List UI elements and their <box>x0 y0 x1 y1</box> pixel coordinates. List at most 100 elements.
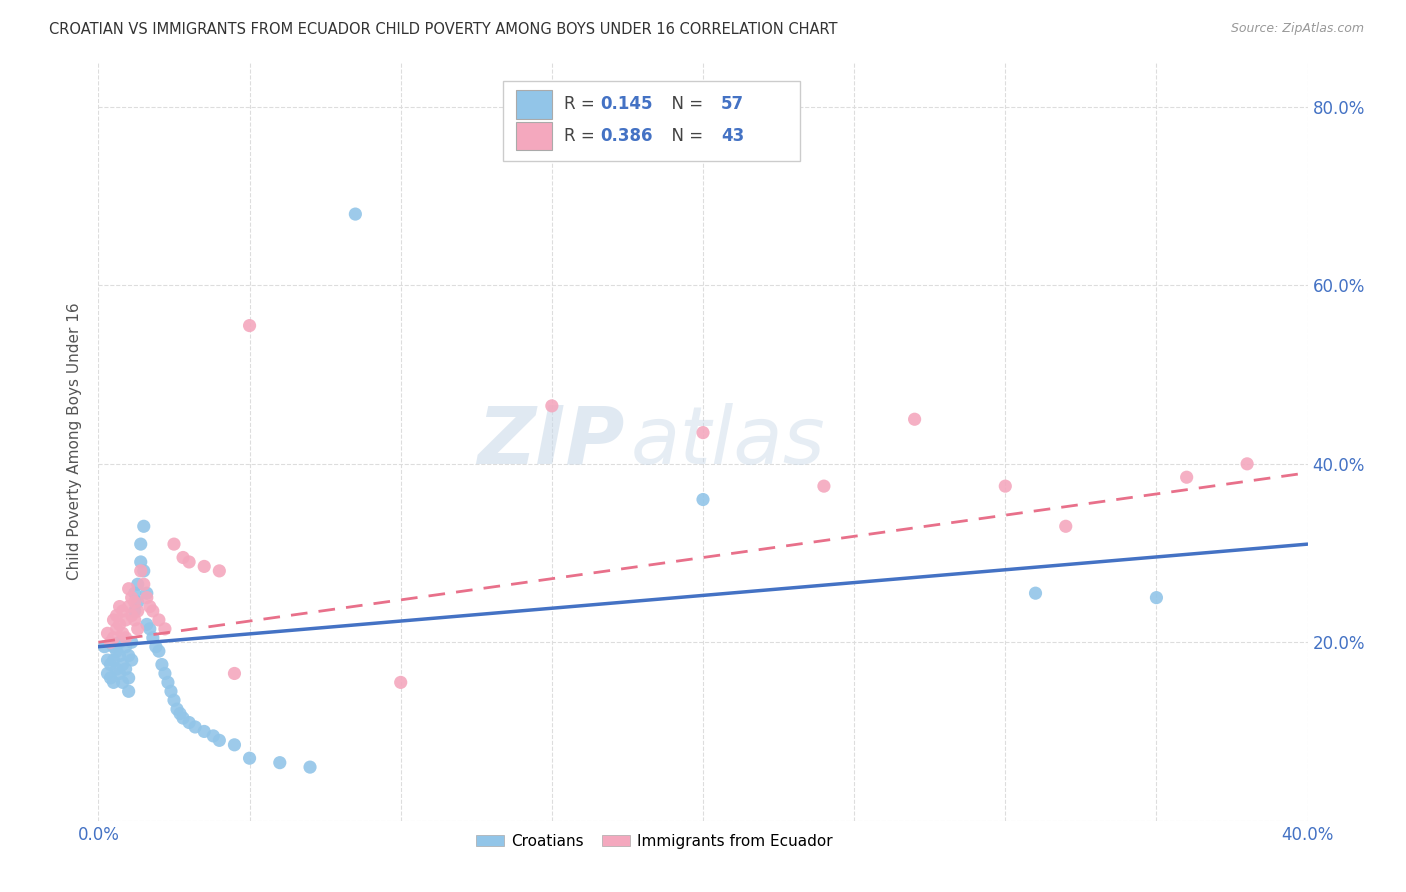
Point <box>1175 470 1198 484</box>
Point <box>118 582 141 596</box>
Point <box>1236 457 1258 471</box>
FancyBboxPatch shape <box>516 90 551 119</box>
Text: ZIP: ZIP <box>477 402 624 481</box>
Point <box>160 684 183 698</box>
Point <box>114 613 136 627</box>
Text: Source: ZipAtlas.com: Source: ZipAtlas.com <box>1230 22 1364 36</box>
Point <box>127 577 149 591</box>
Point <box>344 207 367 221</box>
Point <box>163 537 186 551</box>
Point <box>124 604 146 618</box>
Point <box>108 648 131 663</box>
Point <box>1144 591 1167 605</box>
Point <box>239 751 262 765</box>
Text: atlas: atlas <box>630 402 825 481</box>
Point <box>163 693 186 707</box>
Point <box>118 684 141 698</box>
Point <box>108 617 131 632</box>
Text: 43: 43 <box>721 127 744 145</box>
Point <box>692 492 714 507</box>
Point <box>135 586 157 600</box>
Point <box>193 559 215 574</box>
Point <box>148 613 170 627</box>
Point <box>105 662 128 676</box>
Point <box>118 648 141 663</box>
Point <box>127 622 149 636</box>
Point <box>179 715 201 730</box>
Point <box>105 608 128 623</box>
Point <box>124 586 146 600</box>
Point <box>121 653 143 667</box>
Legend: Croatians, Immigrants from Ecuador: Croatians, Immigrants from Ecuador <box>470 828 839 855</box>
Point <box>121 608 143 623</box>
Point <box>202 729 225 743</box>
Point <box>127 604 149 618</box>
Point <box>132 577 155 591</box>
Point <box>132 564 155 578</box>
Point <box>169 706 191 721</box>
Point <box>208 733 231 747</box>
Point <box>193 724 215 739</box>
Point <box>124 595 146 609</box>
Point <box>145 640 167 654</box>
Point <box>103 613 125 627</box>
Point <box>139 599 162 614</box>
Text: CROATIAN VS IMMIGRANTS FROM ECUADOR CHILD POVERTY AMONG BOYS UNDER 16 CORRELATIO: CROATIAN VS IMMIGRANTS FROM ECUADOR CHIL… <box>49 22 838 37</box>
Point <box>108 635 131 649</box>
Point <box>172 550 194 565</box>
Point <box>139 622 162 636</box>
Point <box>111 626 134 640</box>
Point <box>105 622 128 636</box>
Point <box>100 657 122 672</box>
Point <box>114 662 136 676</box>
Point <box>299 760 322 774</box>
Point <box>96 653 118 667</box>
Point <box>114 631 136 645</box>
Point <box>114 640 136 654</box>
Point <box>1054 519 1077 533</box>
Point <box>135 591 157 605</box>
Point <box>103 653 125 667</box>
Point <box>904 412 927 426</box>
FancyBboxPatch shape <box>503 81 800 161</box>
Point <box>103 640 125 654</box>
Point <box>129 555 152 569</box>
Point <box>389 675 412 690</box>
Point <box>105 644 128 658</box>
Point <box>142 604 165 618</box>
Point <box>142 631 165 645</box>
Point <box>96 626 118 640</box>
Point <box>108 666 131 681</box>
Point <box>269 756 291 770</box>
Point <box>100 635 122 649</box>
Text: 57: 57 <box>721 95 744 113</box>
Text: N =: N = <box>661 127 709 145</box>
Point <box>224 666 246 681</box>
Point <box>111 675 134 690</box>
Point <box>135 617 157 632</box>
Point <box>156 675 179 690</box>
Point <box>150 657 173 672</box>
Point <box>111 657 134 672</box>
Point <box>208 564 231 578</box>
Point <box>179 555 201 569</box>
Point <box>994 479 1017 493</box>
Point <box>153 622 176 636</box>
Y-axis label: Child Poverty Among Boys Under 16: Child Poverty Among Boys Under 16 <box>67 302 83 581</box>
Point <box>129 537 152 551</box>
Point <box>153 666 176 681</box>
Point <box>166 702 188 716</box>
Point <box>111 604 134 618</box>
Point <box>172 711 194 725</box>
Point <box>103 675 125 690</box>
Point <box>148 644 170 658</box>
Point <box>121 591 143 605</box>
Point <box>118 671 141 685</box>
Point <box>224 738 246 752</box>
Text: 0.145: 0.145 <box>600 95 652 113</box>
Point <box>129 564 152 578</box>
Point <box>127 595 149 609</box>
Point <box>121 635 143 649</box>
Point <box>132 519 155 533</box>
Point <box>1024 586 1046 600</box>
